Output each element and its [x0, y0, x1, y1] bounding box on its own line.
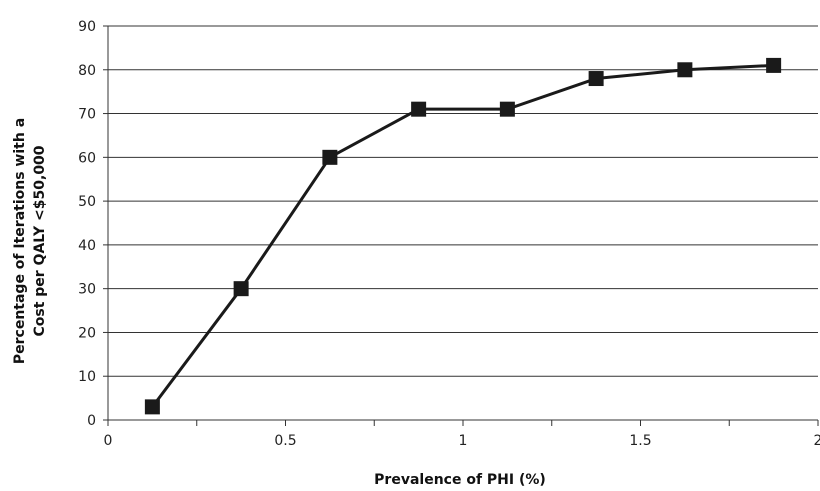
data-point-marker — [322, 149, 338, 165]
y-tick-label: 70 — [78, 107, 96, 123]
x-axis-title: Prevalence of PHI (%) — [374, 472, 546, 488]
x-tick-label: 1.5 — [629, 433, 651, 449]
gridlines — [108, 25, 818, 377]
y-tick-label: 80 — [78, 63, 96, 79]
y-tick-label: 20 — [78, 325, 96, 341]
y-tick-label: 0 — [87, 413, 96, 429]
data-point-marker — [499, 101, 515, 117]
y-tick-label: 90 — [78, 19, 96, 35]
x-tick-label: 2 — [814, 433, 820, 449]
y-tick-label: 10 — [78, 369, 96, 385]
tick-labels: 0 10 20 30 40 50 60 70 80 90 0 0.5 1 1.5 2 — [78, 19, 820, 449]
data-point-marker — [233, 281, 249, 297]
y-axis-title: Percentage of Iterations with a Cost per… — [12, 118, 48, 364]
data-point-marker — [766, 57, 782, 73]
data-point-marker — [144, 399, 160, 415]
series-layer — [144, 57, 782, 415]
series-line — [151, 63, 774, 408]
y-tick-label: 30 — [78, 282, 96, 298]
data-point-marker — [677, 62, 693, 78]
y-tick-label: 40 — [78, 238, 96, 254]
y-tick-label: 60 — [78, 150, 96, 166]
y-axis-title-line-2: Cost per QALY <$50,000 — [32, 145, 48, 336]
x-tick-label: 1 — [459, 433, 468, 449]
data-point-marker — [411, 101, 427, 117]
data-point-marker — [588, 71, 604, 87]
x-tick-label: 0.5 — [274, 433, 296, 449]
y-tick-label: 50 — [78, 194, 96, 210]
axes — [103, 25, 819, 426]
y-axis-title-line-1: Percentage of Iterations with a — [12, 118, 28, 364]
x-tick-label: 0 — [104, 433, 113, 449]
